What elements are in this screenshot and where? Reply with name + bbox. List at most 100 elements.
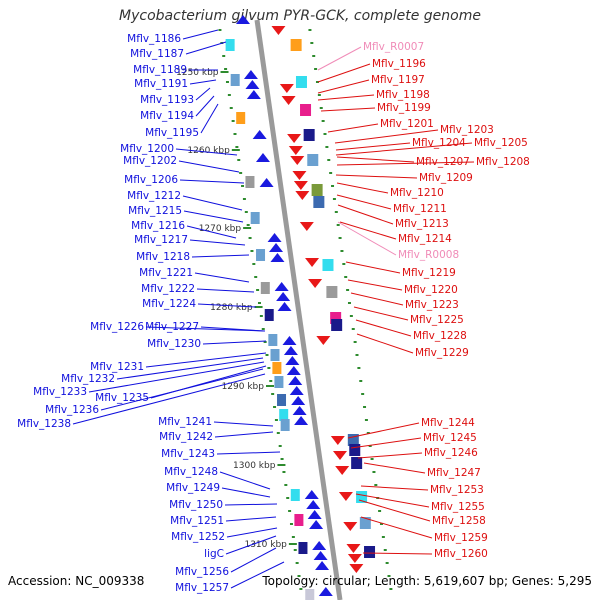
gene-label[interactable]: Mflv_1211 [393, 203, 447, 215]
label-leader-line [335, 142, 411, 151]
category-block-inner [260, 282, 270, 294]
gene-label[interactable]: Mflv_1224 [142, 298, 196, 310]
gene-label[interactable]: Mflv_1252 [171, 531, 225, 543]
gene-label[interactable]: Mflv_1223 [405, 299, 459, 311]
gene-label[interactable]: Mflv_1245 [423, 432, 477, 444]
gene-label[interactable]: Mflv_1201 [380, 118, 434, 130]
reverse-gene-arrow [283, 346, 298, 355]
category-block-outer [322, 259, 334, 271]
gene-label[interactable]: Mflv_1233 [33, 386, 87, 398]
gene-label[interactable]: Mflv_1258 [432, 515, 486, 527]
gene-label[interactable]: Mflv_1198 [376, 89, 430, 101]
label-leader-line [336, 161, 475, 166]
forward-gene-arrow [308, 279, 323, 288]
gene-label[interactable]: Mflv_1228 [413, 330, 467, 342]
gene-label[interactable]: Mflv_1216 [131, 220, 185, 232]
category-block-inner [280, 419, 290, 431]
gene-label[interactable]: Mflv_1199 [377, 102, 431, 114]
gene-label[interactable]: Mflv_1213 [395, 218, 449, 230]
gene-label[interactable]: Mflv_1244 [421, 417, 475, 429]
gene-label[interactable]: Mflv_1209 [419, 172, 473, 184]
category-block-inner [294, 514, 304, 526]
gene-label[interactable]: Mflv_1187 [130, 48, 184, 60]
gene-label[interactable]: Mflv_1212 [127, 190, 181, 202]
gene-label[interactable]: Mflv_1260 [434, 548, 488, 560]
gene-label[interactable]: Mflv_1204 [412, 137, 466, 149]
gene-label[interactable]: Mflv_1229 [415, 347, 469, 359]
gene-label[interactable]: Mflv_1215 [128, 205, 182, 217]
gene-label[interactable]: Mflv_1242 [159, 431, 213, 443]
gene-label[interactable]: Mflv_1196 [372, 58, 426, 70]
gene-label[interactable]: Mflv_1251 [170, 515, 224, 527]
gene-label[interactable]: Mflv_1208 [476, 156, 530, 168]
gene-label[interactable]: Mflv_1225 [410, 314, 464, 326]
gene-label[interactable]: Mflv_1222 [141, 283, 195, 295]
label-leader-line [336, 156, 415, 163]
category-block-outer [356, 491, 368, 503]
gene-label[interactable]: Mflv_1189 [133, 64, 187, 76]
scale-tick-label: 1310 kbp [244, 540, 287, 550]
gene-label[interactable]: Mflv_1241 [158, 416, 212, 428]
gene-label[interactable]: ligC [204, 548, 224, 560]
gene-label[interactable]: Mflv_1253 [430, 484, 484, 496]
gene-label[interactable]: Mflv_1231 [90, 361, 144, 373]
reverse-gene-arrow [276, 292, 291, 301]
label-leader-line [186, 225, 237, 239]
gene-label[interactable]: Mflv_1220 [404, 284, 458, 296]
gene-label[interactable]: Mflv_1250 [169, 499, 223, 511]
gene-label[interactable]: Mflv_1195 [145, 127, 199, 139]
gene-label[interactable]: Mflv_1221 [139, 267, 193, 279]
reverse-gene-arrow [288, 376, 303, 385]
gene-label[interactable]: Mflv_1194 [140, 110, 194, 122]
gene-label[interactable]: Mflv_1205 [474, 137, 528, 149]
reverse-gene-arrow [282, 336, 297, 345]
label-leader-line [226, 527, 278, 538]
label-leader-line [213, 421, 274, 427]
rna-gene-label[interactable]: Mflv_R0008 [398, 249, 459, 261]
gene-label[interactable]: Mflv_1230 [147, 338, 201, 350]
gene-label[interactable]: Mflv_1238 [17, 418, 71, 430]
reverse-gene-arrow [267, 233, 282, 242]
gene-label[interactable]: Mflv_1197 [371, 74, 425, 86]
gene-label[interactable]: Mflv_1200 [120, 143, 174, 155]
gene-label[interactable]: Mflv_1256 [175, 566, 229, 578]
gene-label[interactable]: Mflv_1255 [431, 501, 485, 513]
label-leader-line [345, 261, 401, 274]
label-leader-line [88, 361, 265, 393]
gene-label[interactable]: Mflv_1191 [134, 78, 188, 90]
gene-label[interactable]: Mflv_1186 [127, 33, 181, 45]
gene-label[interactable]: Mflv_1248 [164, 466, 218, 478]
gene-label[interactable]: Mflv_1210 [390, 187, 444, 199]
forward-gene-arrow [288, 146, 303, 155]
label-leader-line [196, 288, 255, 293]
gene-label[interactable]: Mflv_1246 [424, 447, 478, 459]
gene-label[interactable]: Mflv_1257 [175, 582, 229, 594]
gene-label[interactable]: Mflv_1206 [124, 174, 178, 186]
gene-label[interactable]: Mflv_1214 [398, 233, 452, 245]
gene-label[interactable]: Mflv_1243 [161, 448, 215, 460]
gene-label[interactable]: Mflv_1249 [166, 482, 220, 494]
gene-label[interactable]: Mflv_1227 [145, 321, 199, 333]
gene-label[interactable]: Mflv_1247 [427, 467, 481, 479]
gene-label[interactable]: Mflv_1218 [136, 251, 190, 263]
category-block-outer [290, 39, 302, 51]
gene-label[interactable]: Mflv_1217 [134, 234, 188, 246]
gene-label[interactable]: Mflv_1235 [95, 392, 149, 404]
label-leader-line [336, 182, 389, 194]
gene-label[interactable]: Mflv_1259 [434, 532, 488, 544]
gene-label[interactable]: Mflv_1232 [61, 373, 115, 385]
label-leader-line [225, 516, 277, 522]
gene-label[interactable]: Mflv_1207 [416, 156, 470, 168]
gene-label[interactable]: Mflv_1226 [90, 321, 144, 333]
gene-label[interactable]: Mflv_1203 [440, 124, 494, 136]
gene-label[interactable]: Mflv_1202 [123, 155, 177, 167]
gene-label[interactable]: Mflv_1193 [140, 94, 194, 106]
forward-gene-arrow [290, 156, 305, 165]
gene-label[interactable]: Mflv_1236 [45, 404, 99, 416]
gene-label[interactable]: Mflv_1219 [402, 267, 456, 279]
label-leader-line [182, 195, 243, 211]
rna-gene-label[interactable]: Mflv_R0007 [363, 41, 424, 53]
category-block-outer [311, 184, 323, 196]
category-block-inner [305, 589, 315, 600]
category-block-inner [264, 309, 274, 321]
